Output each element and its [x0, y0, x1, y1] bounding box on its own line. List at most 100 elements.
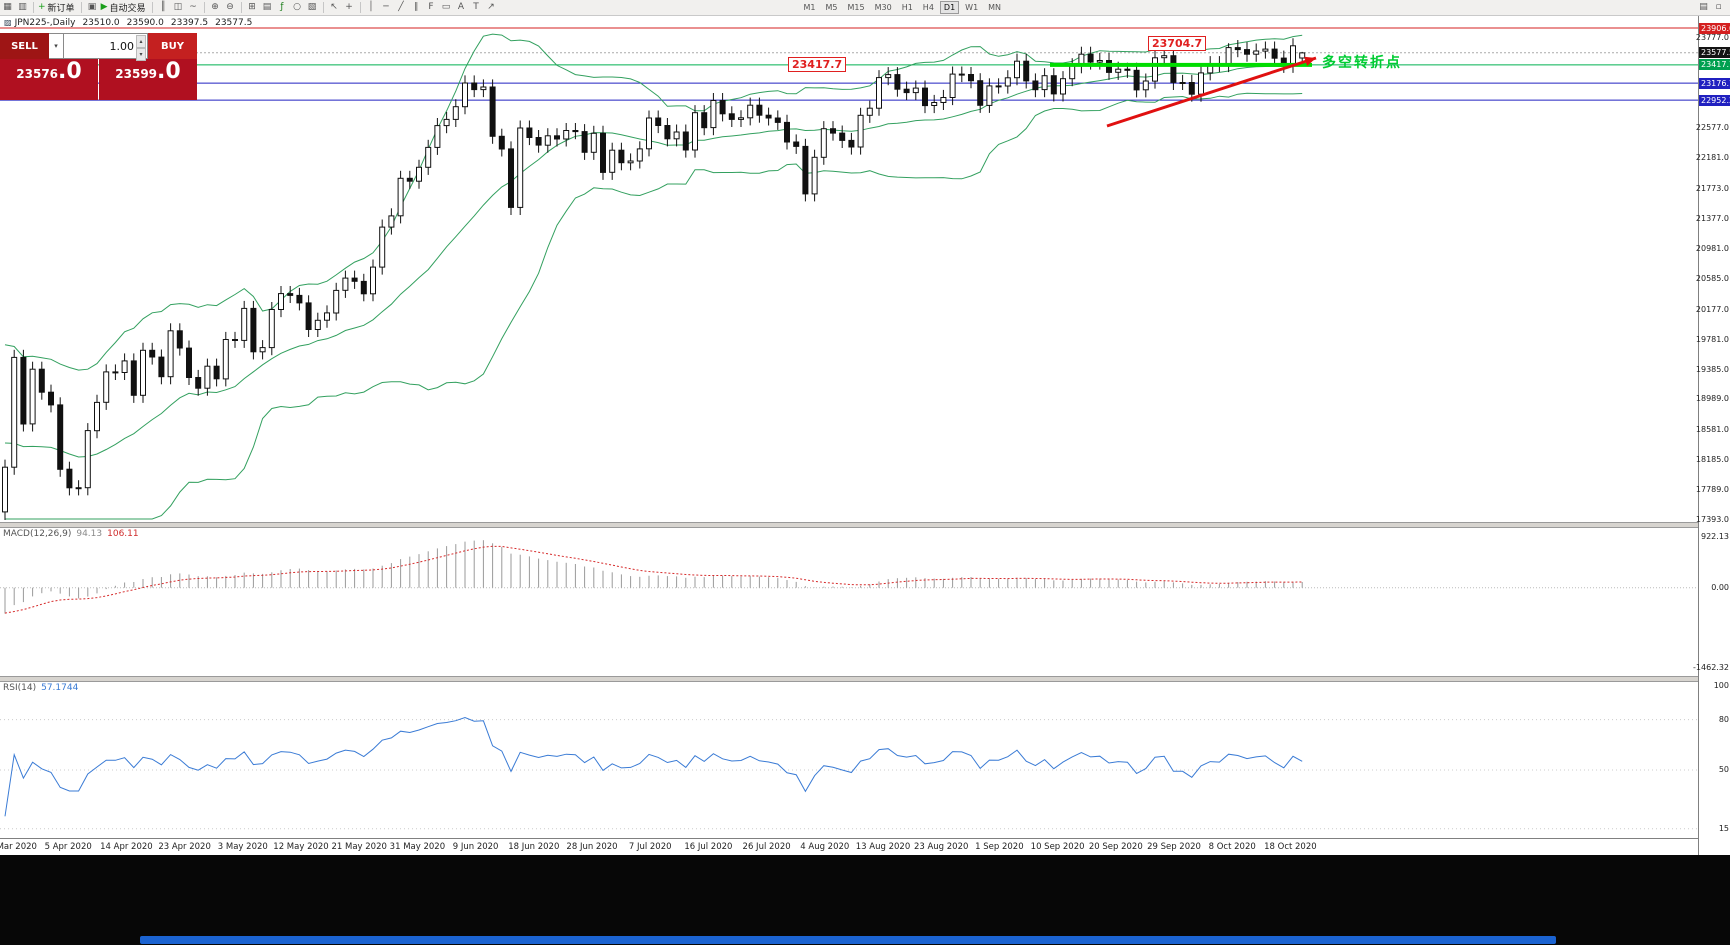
macd-panel[interactable] — [0, 527, 1698, 677]
panel-toggle-icon[interactable]: ▫ — [1711, 1, 1726, 14]
date-label: 18 Oct 2020 — [1264, 842, 1317, 852]
equidistant-channel-icon[interactable]: ∥ — [409, 1, 424, 14]
candle-body — [581, 131, 588, 153]
timeframe-w1[interactable]: W1 — [965, 3, 979, 12]
expert-advisors-icon[interactable]: ▣ — [85, 1, 100, 14]
tile-windows-icon[interactable]: ⊞ — [245, 1, 260, 14]
green-trend-segment[interactable] — [1050, 62, 1312, 67]
candle-body — [57, 404, 64, 470]
taskbar-strip[interactable] — [140, 936, 1556, 944]
candle-body — [388, 215, 395, 228]
candle-body — [774, 117, 781, 123]
arrow-tools-icon[interactable]: ↗ — [484, 1, 499, 14]
rsi-label: RSI(14) 57.1744 — [3, 683, 78, 693]
timeframe-m5[interactable]: M5 — [825, 3, 838, 12]
shapes-icon[interactable]: ▭ — [439, 1, 454, 14]
crosshair-icon[interactable]: + — [342, 1, 357, 14]
date-label: 7 Jul 2020 — [628, 842, 672, 852]
data-window-icon[interactable]: ▤ — [1696, 1, 1711, 14]
candle-body — [1142, 80, 1149, 91]
candle-body — [1124, 68, 1131, 71]
chart-profiles-icon[interactable]: ▥ — [15, 1, 30, 14]
turning-point-label[interactable]: 多空转折点 — [1322, 55, 1402, 71]
candle-body — [931, 102, 938, 106]
toolbar-separator — [151, 2, 153, 13]
text-label-icon[interactable]: T — [469, 1, 484, 14]
candle-body — [20, 356, 27, 425]
resistance-price-label: 23906.0 — [1699, 22, 1730, 34]
text-icon[interactable]: A — [454, 1, 469, 14]
price-annotation-23704[interactable]: 23704.7 — [1148, 36, 1207, 51]
candle-body — [241, 307, 248, 341]
rsi-axis-label: 100 — [1713, 681, 1729, 690]
auto-trading-label: 自动交易 — [109, 4, 146, 14]
chevron-down-icon: ▾ — [54, 42, 58, 50]
volume-up-button[interactable]: ▴ — [136, 35, 146, 48]
auto-arrange-glyph: ▤ — [262, 2, 272, 12]
chart-icon: ▨ — [4, 18, 12, 27]
timeframe-m15[interactable]: M15 — [847, 3, 865, 12]
candle-body — [167, 330, 174, 378]
macd-panel-separator[interactable] — [0, 522, 1730, 528]
price-axis-label: 19781.0 — [1695, 334, 1729, 344]
timeframe-m1[interactable]: M1 — [803, 3, 816, 12]
trend-arrow-line[interactable] — [1106, 56, 1317, 128]
new-chart-icon[interactable]: ▦ — [0, 1, 15, 14]
vertical-line-icon[interactable]: │ — [364, 1, 379, 14]
candle-body — [1170, 55, 1177, 83]
new-order-icon[interactable]: + 新订单 — [37, 1, 78, 14]
timeframe-mn[interactable]: MN — [988, 3, 1002, 12]
indicators-list-icon[interactable]: ƒ — [275, 1, 290, 14]
periods-icon[interactable]: ○ — [290, 1, 305, 14]
auto-arrange-icon[interactable]: ▤ — [260, 1, 275, 14]
rsi-panel[interactable] — [0, 681, 1698, 838]
cursor-icon[interactable]: ↖ — [327, 1, 342, 14]
timeframe-d1[interactable]: D1 — [939, 1, 960, 14]
symbol-title: JPN225-,Daily — [14, 17, 76, 28]
sell-price-display[interactable]: 23576.0 — [0, 59, 98, 100]
price-axis-label: 17393.0 — [1695, 515, 1729, 524]
bollinger-lower-band[interactable] — [5, 92, 1303, 520]
candle-body — [443, 118, 450, 127]
fibonacci-retracement-icon[interactable]: F — [424, 1, 439, 14]
bollinger-upper-band[interactable] — [4, 33, 1303, 371]
candle-body — [600, 132, 606, 173]
trendline-icon[interactable]: ╱ — [394, 1, 409, 14]
date-axis[interactable]: 26 Mar 2020 5 Apr 2020 14 Apr 2020 23 Apr 2… — [0, 838, 1698, 856]
candle-body — [894, 74, 901, 90]
candle-body — [204, 365, 211, 389]
sell-button[interactable]: SELL — [0, 33, 49, 59]
candle-body — [1050, 75, 1057, 95]
volume-dropdown[interactable]: ▾ — [49, 33, 64, 59]
buy-price-display[interactable]: 23599.0 — [99, 59, 197, 100]
rsi-axis-label: 50 — [1718, 765, 1729, 774]
volume-input[interactable]: 1.00 ▴ ▾ — [64, 33, 148, 61]
bar-chart-icon[interactable]: ║ — [156, 1, 171, 14]
timeframe-m30[interactable]: M30 — [874, 3, 892, 12]
price-axis[interactable]: 23777.0 22577.0 22181.0 21773.0 21377.0 20981… — [1693, 15, 1730, 855]
line-chart-icon[interactable]: ~ — [186, 1, 201, 14]
main-chart[interactable] — [0, 15, 1698, 523]
timeframe-h4[interactable]: H4 — [922, 3, 934, 12]
volume-down-button[interactable]: ▾ — [136, 48, 146, 61]
candle-body — [756, 104, 763, 116]
candle-body — [1060, 78, 1066, 95]
candle-body — [360, 280, 367, 295]
rsi-panel-separator[interactable] — [0, 676, 1730, 682]
candle-body — [1096, 60, 1103, 63]
buy-button[interactable]: BUY — [148, 33, 197, 59]
candle-body — [1115, 68, 1122, 73]
candle-body — [1161, 55, 1168, 59]
zoom-in-icon[interactable]: ⊕ — [208, 1, 223, 14]
candlestick-chart-icon[interactable]: ◫ — [171, 1, 186, 14]
bollinger-middle-band[interactable] — [4, 63, 1303, 458]
horizontal-line-icon[interactable]: ─ — [379, 1, 394, 14]
templates-icon[interactable]: ▧ — [305, 1, 320, 14]
candle-body — [554, 135, 560, 140]
zoom-out-icon[interactable]: ⊖ — [223, 1, 238, 14]
timeframe-h1[interactable]: H1 — [901, 3, 913, 12]
price-annotation-23417[interactable]: 23417.7 — [788, 57, 847, 72]
candle-body — [498, 135, 505, 150]
auto-trading-icon[interactable]: ▶ 自动交易 — [100, 1, 149, 14]
bar-chart-glyph: ║ — [160, 2, 166, 12]
